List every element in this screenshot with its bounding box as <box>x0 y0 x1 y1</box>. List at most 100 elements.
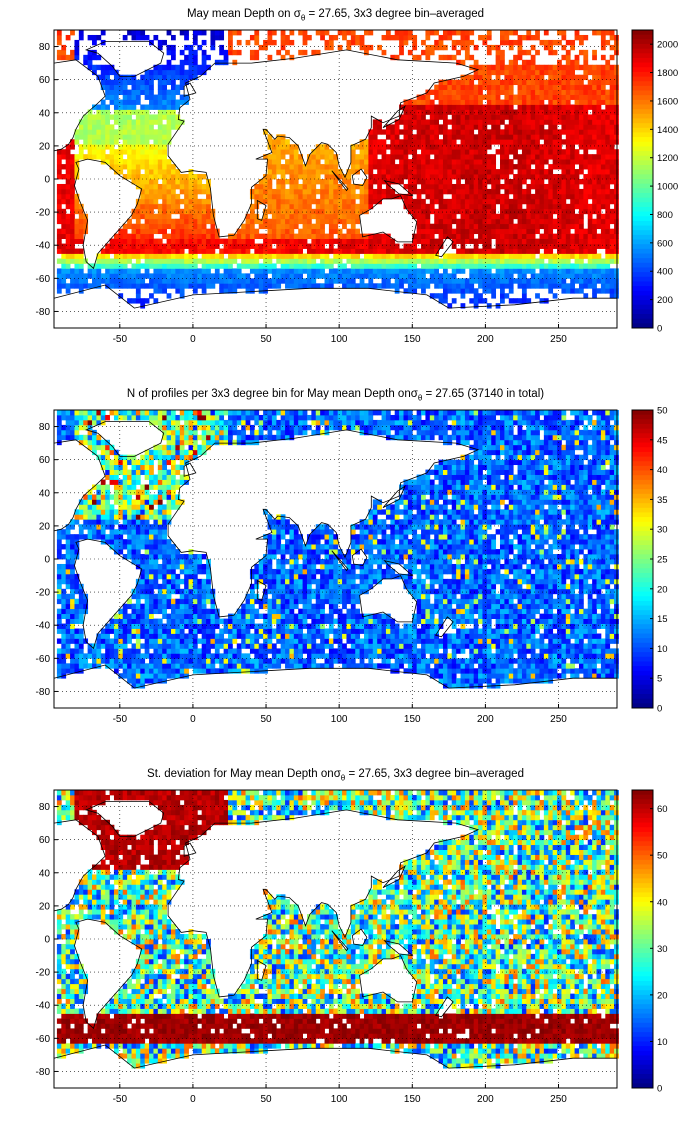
heatmap-cell <box>561 218 567 225</box>
heatmap-cell <box>96 534 102 540</box>
heatmap-cell <box>460 144 466 150</box>
heatmap-cell <box>543 159 549 165</box>
heatmap-cell <box>109 154 115 160</box>
heatmap-cell <box>118 499 124 505</box>
heatmap-cell <box>407 119 413 125</box>
heatmap-cell <box>539 278 545 284</box>
heatmap-cell <box>460 44 466 51</box>
heatmap-cell <box>122 633 128 639</box>
heatmap-cell <box>517 258 523 264</box>
heatmap-cell <box>614 288 619 294</box>
heatmap-cell <box>517 94 523 100</box>
heatmap-cell <box>197 203 203 210</box>
heatmap-cell <box>118 149 124 155</box>
heatmap-cell <box>504 238 510 244</box>
heatmap-cell <box>298 243 303 249</box>
heatmap-cell <box>188 213 194 220</box>
heatmap-cell <box>583 139 589 145</box>
heatmap-cell <box>473 164 479 170</box>
heatmap-cell <box>166 174 172 180</box>
heatmap-cell <box>442 273 448 279</box>
heatmap-cell <box>478 164 483 170</box>
heatmap-cell <box>263 218 268 225</box>
heatmap-cell <box>407 248 413 254</box>
heatmap-cell <box>508 79 514 86</box>
heatmap-cell <box>153 99 159 105</box>
heatmap-cell <box>513 248 518 254</box>
heatmap-cell <box>258 198 264 205</box>
heatmap-cell <box>228 39 233 46</box>
heatmap-cell <box>346 253 352 259</box>
heatmap-cell <box>328 198 334 205</box>
heatmap-cell <box>113 544 119 550</box>
heatmap-cell <box>412 39 418 46</box>
heatmap-cell <box>460 34 466 41</box>
heatmap-cell <box>543 134 549 140</box>
heatmap-cell <box>254 213 260 220</box>
heatmap-cell <box>280 188 286 195</box>
heatmap-cell <box>315 49 321 56</box>
heatmap-cell <box>438 293 444 299</box>
heatmap-cell <box>469 248 475 254</box>
heatmap-cell <box>543 238 549 244</box>
heatmap-cell <box>320 183 325 190</box>
heatmap-cell <box>456 278 461 284</box>
heatmap-cell <box>478 253 483 259</box>
heatmap-cell <box>561 243 567 249</box>
heatmap-cell <box>298 154 303 160</box>
heatmap-cell <box>513 74 518 81</box>
heatmap-cell <box>87 419 93 426</box>
heatmap-cell <box>447 303 453 309</box>
heatmap-cell <box>131 283 137 289</box>
heatmap-cell <box>70 228 75 235</box>
heatmap-cell <box>285 253 290 259</box>
heatmap-cell <box>416 134 422 140</box>
heatmap-cell <box>614 79 619 86</box>
heatmap-cell <box>87 663 93 669</box>
heatmap-cell <box>456 188 461 195</box>
heatmap-cell <box>442 213 448 220</box>
heatmap-cell <box>438 94 444 100</box>
heatmap-cell <box>65 288 71 294</box>
heatmap-cell <box>478 223 483 230</box>
heatmap-cell <box>320 248 325 254</box>
heatmap-cell <box>500 298 505 304</box>
heatmap-cell <box>122 223 128 230</box>
heatmap-cell <box>526 94 532 100</box>
heatmap-cell <box>600 119 606 125</box>
heatmap-cell <box>206 213 211 220</box>
heatmap-cell <box>188 203 194 210</box>
heatmap-cell <box>333 188 339 195</box>
heatmap-cell <box>442 104 448 110</box>
heatmap-cell <box>469 159 475 165</box>
heatmap-cell <box>70 658 75 664</box>
heatmap-cell <box>70 238 75 244</box>
heatmap-cell <box>92 504 97 510</box>
heatmap-cell <box>578 119 584 125</box>
heatmap-cell <box>87 410 93 416</box>
heatmap-cell <box>535 49 540 56</box>
heatmap-cell <box>263 243 268 249</box>
heatmap-cell <box>92 134 97 140</box>
heatmap-cell <box>482 139 488 145</box>
heatmap-cell <box>473 223 479 230</box>
heatmap-cell <box>390 149 396 155</box>
heatmap-cell <box>561 154 567 160</box>
heatmap-cell <box>596 79 602 86</box>
heatmap-cell <box>96 524 102 530</box>
heatmap-cell <box>293 238 299 244</box>
heatmap-cell <box>390 164 396 170</box>
heatmap-cell <box>346 183 352 190</box>
heatmap-cell <box>412 243 418 249</box>
heatmap-cell <box>614 268 619 274</box>
heatmap-cell <box>478 114 483 120</box>
heatmap-cell <box>56 410 62 416</box>
heatmap-cell <box>210 238 216 244</box>
heatmap-cell <box>346 30 352 36</box>
heatmap-cell <box>298 258 303 264</box>
heatmap-cell <box>504 233 510 239</box>
heatmap-cell <box>70 159 75 165</box>
heatmap-cell <box>192 223 198 230</box>
heatmap-cell <box>118 109 124 115</box>
heatmap-cell <box>70 188 75 195</box>
